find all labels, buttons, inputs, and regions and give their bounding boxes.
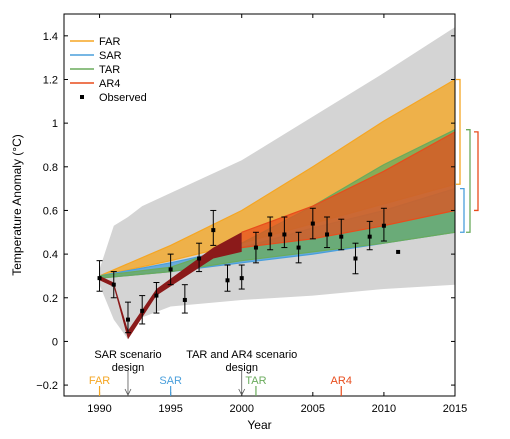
x-tick-label: 2000	[229, 403, 253, 415]
report-marker-label: AR4	[331, 375, 352, 387]
band-lower-line-ar4	[241, 209, 456, 249]
observed-point	[239, 276, 244, 281]
axes-layer: 1990 1995 2000 2005 2010 2015 −0.2 0 0.2 0.4 0.6 0.…	[36, 14, 467, 415]
y-tick-label: 0.4	[43, 249, 58, 261]
observed-point	[268, 232, 273, 237]
observed-point	[353, 256, 358, 261]
observed-point	[197, 256, 202, 261]
legend-label: TAR	[99, 64, 120, 76]
y-tick-label: 0.8	[43, 162, 58, 174]
observed-point	[367, 234, 372, 239]
y-tick-label: 0	[52, 336, 58, 348]
band-ar4	[241, 131, 455, 248]
observed-point	[296, 245, 301, 250]
observed-point	[253, 245, 258, 250]
x-tick-label: 2015	[443, 403, 467, 415]
observed-point	[211, 228, 216, 233]
y-tick-label: 0.2	[43, 293, 58, 305]
y-tick-label: 1.4	[43, 31, 58, 43]
annotation-text: TAR and AR4 scenario	[186, 349, 297, 361]
report-marker-label: SAR	[159, 375, 182, 387]
x-tick-label: 1995	[158, 403, 182, 415]
observed-point	[381, 223, 386, 228]
plot-frame	[63, 13, 456, 397]
x-tick-label: 1990	[87, 403, 111, 415]
annotation-text: SAR scenario	[94, 349, 161, 361]
annotation-arrow-head	[238, 388, 246, 396]
report-markers-layer: FAR SAR TAR AR4	[89, 375, 352, 396]
observed-data-layer	[96, 207, 401, 334]
report-marker-label: TAR	[245, 375, 266, 387]
range-bracket-ar4	[474, 131, 479, 212]
report-marker-label: FAR	[89, 375, 110, 387]
x-axis-label: Year	[247, 418, 271, 432]
range-bracket-far	[456, 78, 461, 185]
band-upper-line-far	[99, 78, 456, 277]
y-tick-label: −0.2	[36, 380, 58, 392]
y-tick-label: 1.2	[43, 74, 58, 86]
x-tick-label: 2005	[301, 403, 325, 415]
volcanic-path-layer	[99, 232, 242, 340]
band-upper-line-ar4	[241, 131, 456, 233]
legend: FAR SAR TAR AR4 Observed	[70, 36, 147, 104]
legend-label: Observed	[99, 92, 147, 104]
observed-point	[125, 317, 130, 322]
annotation-text: design	[112, 362, 144, 374]
observed-point	[168, 267, 173, 272]
observed-point	[154, 293, 159, 298]
observed-point	[182, 297, 187, 302]
observed-point	[310, 221, 315, 226]
band-lower-line-tar	[99, 231, 456, 279]
observed-point	[339, 234, 344, 239]
observed-point	[111, 282, 116, 287]
range-brackets-layer	[456, 78, 479, 233]
annotation-text: design	[226, 362, 258, 374]
legend-label: SAR	[99, 50, 122, 62]
x-tick-label: 2010	[372, 403, 396, 415]
y-tick-label: 0.6	[43, 205, 58, 217]
y-axis-label: Temperature Anomaly (°C)	[10, 134, 24, 276]
observed-point	[97, 276, 102, 281]
legend-marker-observed	[80, 95, 84, 99]
observed-point	[140, 308, 145, 313]
annotation-arrow-head	[124, 388, 132, 396]
legend-label: AR4	[99, 78, 120, 90]
observed-point	[396, 249, 401, 254]
range-bracket-tar	[466, 129, 471, 233]
observed-point	[225, 278, 230, 283]
volcanic-dip-band	[99, 232, 242, 340]
y-tick-label: 1	[52, 118, 58, 130]
range-bracket-sar	[460, 187, 465, 233]
observed-point	[282, 232, 287, 237]
band-tar	[99, 129, 455, 279]
legend-label: FAR	[99, 36, 120, 48]
observed-point	[325, 232, 330, 237]
